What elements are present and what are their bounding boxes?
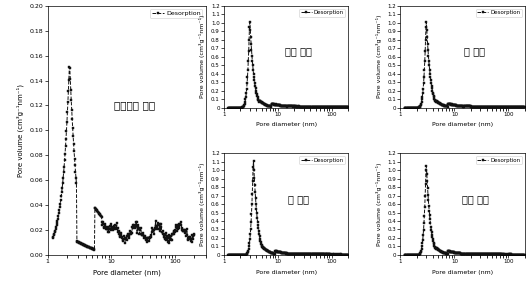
Desorption <box>225 253 232 257</box>
X-axis label: Pore diameter (nm): Pore diameter (nm) <box>432 122 493 127</box>
Line: Desorption: Desorption <box>51 66 196 251</box>
Desorption <box>334 105 341 109</box>
Desorption <box>326 253 333 256</box>
Desorption <box>225 106 232 109</box>
Desorption <box>297 252 303 256</box>
Desorption <box>511 105 517 109</box>
Legend: Desorption: Desorption <box>299 156 346 164</box>
Desorption <box>170 232 176 235</box>
Y-axis label: Pore volume (cm³g⁻¹nm⁻¹): Pore volume (cm³g⁻¹nm⁻¹) <box>17 84 24 177</box>
Line: Desorption: Desorption <box>403 21 526 109</box>
Text: 질소 도입: 질소 도입 <box>285 47 312 57</box>
Desorption <box>473 105 480 108</box>
X-axis label: Pore diameter (nm): Pore diameter (nm) <box>255 270 316 275</box>
Desorption <box>191 232 198 236</box>
Desorption <box>334 253 341 256</box>
Desorption <box>345 253 351 256</box>
Desorption <box>250 160 257 163</box>
Text: 이종원소 없음: 이종원소 없음 <box>114 100 155 110</box>
Desorption <box>296 105 303 108</box>
Legend: Desorption: Desorption <box>476 156 522 164</box>
Desorption <box>50 235 56 239</box>
X-axis label: Pore diameter (nm): Pore diameter (nm) <box>432 270 493 275</box>
Desorption <box>91 248 98 251</box>
Desorption <box>299 253 305 256</box>
Desorption <box>179 228 186 231</box>
Legend: Desorption: Desorption <box>149 9 202 18</box>
Desorption <box>345 106 351 109</box>
Desorption <box>402 253 408 257</box>
Text: 황 도입: 황 도입 <box>288 194 309 204</box>
Desorption <box>402 253 408 257</box>
Desorption <box>475 252 482 256</box>
Text: 인 도입: 인 도입 <box>464 47 485 57</box>
Line: Desorption: Desorption <box>227 160 349 256</box>
Desorption <box>522 253 528 256</box>
X-axis label: Pore diameter (nm): Pore diameter (nm) <box>93 270 161 276</box>
Desorption <box>475 105 482 109</box>
Desorption <box>503 105 509 109</box>
Y-axis label: Pore volume (cm³g⁻¹nm⁻¹): Pore volume (cm³g⁻¹nm⁻¹) <box>376 15 382 98</box>
Desorption <box>473 105 479 108</box>
Desorption <box>402 106 408 109</box>
Y-axis label: Pore volume (cm³g⁻¹nm⁻¹): Pore volume (cm³g⁻¹nm⁻¹) <box>199 15 206 98</box>
Desorption <box>66 66 73 69</box>
Desorption <box>50 236 56 240</box>
Desorption <box>326 105 333 109</box>
Desorption <box>297 105 303 108</box>
Desorption <box>423 21 429 24</box>
Text: 됐소 도입: 됐소 도입 <box>462 194 489 204</box>
Desorption <box>225 106 232 109</box>
Desorption <box>473 252 479 256</box>
Desorption <box>423 164 429 167</box>
Desorption <box>296 252 303 256</box>
Line: Desorption: Desorption <box>403 164 526 256</box>
Desorption <box>246 21 253 24</box>
Desorption <box>135 225 141 229</box>
Y-axis label: Pore volume (cm³g⁻¹nm⁻¹): Pore volume (cm³g⁻¹nm⁻¹) <box>199 162 206 246</box>
Desorption <box>511 253 517 256</box>
Desorption <box>522 105 528 109</box>
Desorption <box>225 253 232 257</box>
Legend: Desorption: Desorption <box>299 8 346 17</box>
Desorption <box>503 253 509 256</box>
Legend: Desorption: Desorption <box>476 8 522 17</box>
Desorption <box>473 252 480 256</box>
Desorption <box>402 106 408 109</box>
Desorption <box>134 223 140 226</box>
Desorption <box>137 228 144 231</box>
Y-axis label: Pore volume (cm³g⁻¹nm⁻¹): Pore volume (cm³g⁻¹nm⁻¹) <box>376 162 382 246</box>
X-axis label: Pore diameter (nm): Pore diameter (nm) <box>255 122 316 127</box>
Line: Desorption: Desorption <box>227 21 349 109</box>
Desorption <box>299 105 305 109</box>
